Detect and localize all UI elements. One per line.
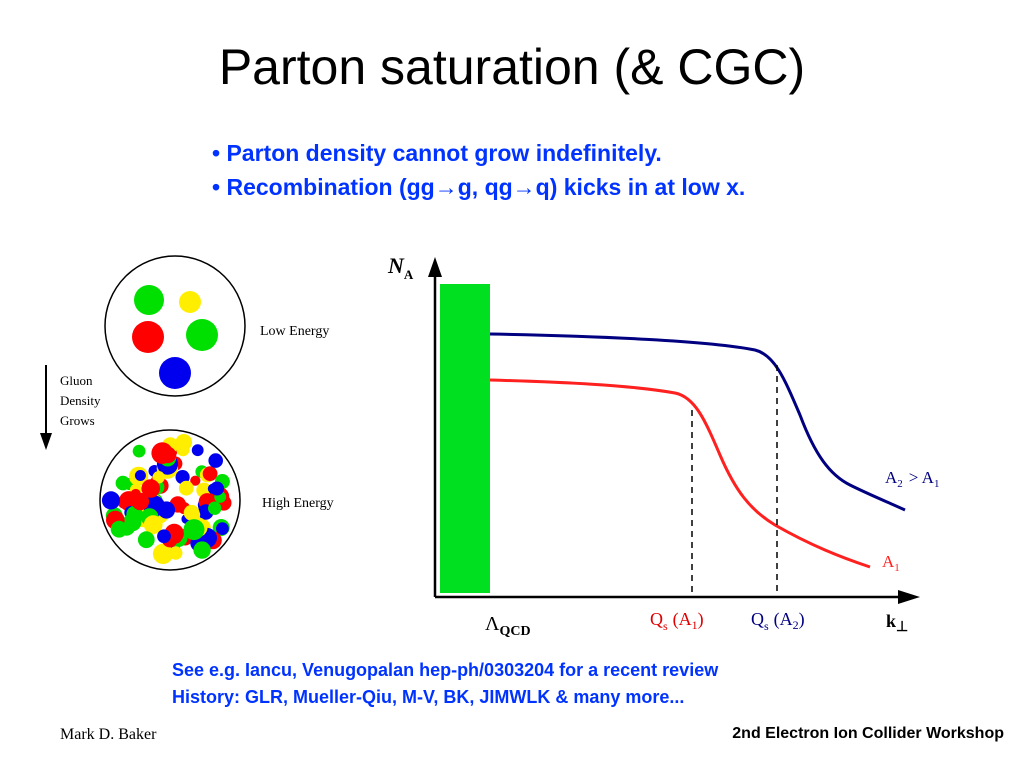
arrow-label: Gluon Density Grows <box>60 373 104 428</box>
parton <box>115 475 131 491</box>
parton <box>178 480 194 496</box>
parton <box>132 321 164 353</box>
reference-line: History: GLR, Mueller-Qiu, M-V, BK, JIMW… <box>172 687 685 707</box>
parton <box>131 492 150 511</box>
parton <box>159 357 191 389</box>
parton-density-diagram: Low Energy Gluon Density Grows High Ener… <box>40 255 334 571</box>
high-energy-label: High Energy <box>262 496 334 511</box>
slide-title: Parton saturation (& CGC) <box>218 39 806 95</box>
curve-a2-label: A2 > A1 <box>885 468 939 490</box>
y-axis-arrow-icon <box>428 257 442 277</box>
parton <box>134 470 146 481</box>
parton <box>123 512 142 532</box>
references: See e.g. Iancu, Venugopalan hep-ph/03032… <box>172 657 718 711</box>
parton <box>110 520 128 538</box>
parton <box>141 479 160 498</box>
parton <box>152 471 165 484</box>
parton <box>101 491 121 510</box>
parton <box>210 481 224 496</box>
qs-a1-label: Qs (A1) <box>650 609 704 633</box>
parton <box>168 546 183 560</box>
parton <box>193 541 211 559</box>
x-axis-arrow-icon <box>898 590 920 604</box>
parton <box>134 285 164 315</box>
parton <box>157 529 171 544</box>
parton <box>143 515 163 535</box>
dense-partons <box>101 434 232 564</box>
curve-a1-label: A1 <box>882 552 900 574</box>
parton <box>132 444 146 458</box>
parton <box>186 319 218 351</box>
parton <box>202 466 218 482</box>
lambda-qcd-label: ΛQCD <box>485 613 531 639</box>
bullet-item: • Recombination (gg→g, qg→q) kicks in at… <box>212 174 746 200</box>
arrow-icon: → <box>434 174 458 200</box>
arrow-icon: → <box>512 174 536 200</box>
y-axis-label: NA <box>387 253 414 282</box>
parton <box>137 531 155 549</box>
parton <box>208 501 222 515</box>
bullet-item: • Parton density cannot grow indefinitel… <box>212 140 662 166</box>
parton <box>190 475 201 486</box>
saturation-graph: NA k⊥ ΛQCD Qs (A1) Qs (A2) A2 > A1 A1 <box>387 253 939 639</box>
qs-a2-label: Qs (A2) <box>751 609 805 633</box>
low-energy-label: Low Energy <box>260 324 329 339</box>
parton <box>183 519 205 541</box>
parton <box>176 442 190 457</box>
curve-a1 <box>489 378 871 569</box>
parton <box>175 470 190 485</box>
parton <box>191 444 204 457</box>
parton <box>171 533 182 544</box>
bullet-text: Parton density cannot grow indefinitely. <box>226 140 662 166</box>
x-axis-label: k⊥ <box>886 611 908 635</box>
bullet-list: • Parton density cannot grow indefinitel… <box>212 136 745 204</box>
reference-line: See e.g. Iancu, Venugopalan hep-ph/03032… <box>172 660 719 680</box>
footer-workshop: 2nd Electron Ion Collider Workshop <box>732 725 1004 742</box>
curve-a2 <box>489 332 906 512</box>
parton <box>159 446 177 464</box>
footer-author: Mark D. Baker <box>60 726 157 743</box>
lambda-qcd-bar <box>440 284 490 593</box>
parton <box>179 291 201 313</box>
parton <box>216 522 229 535</box>
parton <box>152 543 174 564</box>
arrow-down-icon <box>40 433 52 450</box>
bullet-text: Recombination (gg→g, qg→q) kicks in at l… <box>226 174 746 200</box>
parton <box>159 503 171 515</box>
parton <box>208 453 223 468</box>
